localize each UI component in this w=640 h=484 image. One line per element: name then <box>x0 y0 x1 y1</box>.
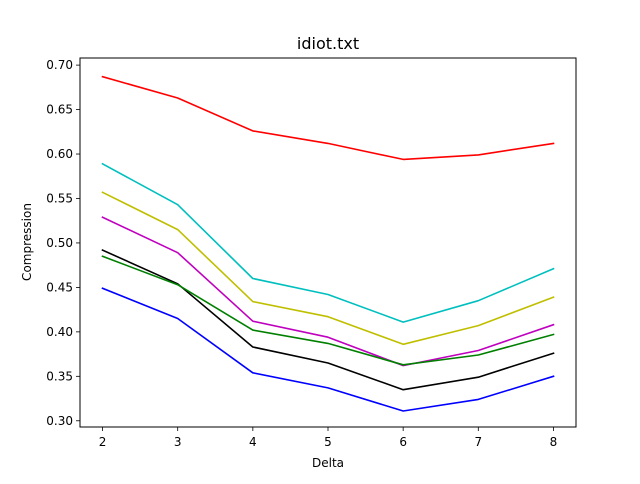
axes-layer: 2 3 4 5 6 7 8 0.30 0.35 0.40 0.45 0.50 0.55 0.60 0.65 0… <box>46 57 577 449</box>
y-axis-label: Compression <box>20 203 34 281</box>
y-tick-label: 0.55 <box>46 191 73 205</box>
y-tick-label: 0.50 <box>46 236 73 250</box>
x-tick-label: 7 <box>474 435 482 449</box>
y-tick-label: 0.70 <box>46 58 73 72</box>
series-line-4 <box>101 216 555 367</box>
x-tick-label: 4 <box>249 435 257 449</box>
chart-title: idiot.txt <box>297 34 359 53</box>
series-line-3 <box>101 191 555 346</box>
series-line-6 <box>101 255 555 366</box>
y-tick-label: 0.60 <box>46 147 73 161</box>
x-tick-label: 3 <box>174 435 182 449</box>
y-tick-label: 0.40 <box>46 325 73 339</box>
y-tick-label: 0.30 <box>46 414 73 428</box>
y-tick-label: 0.45 <box>46 280 73 294</box>
x-tick-label: 6 <box>399 435 407 449</box>
x-axis-label: Delta <box>312 456 344 470</box>
y-tick-label: 0.65 <box>46 103 73 117</box>
series-layer <box>101 75 555 412</box>
series-line-7 <box>101 287 555 412</box>
x-tick-label: 5 <box>324 435 332 449</box>
series-line-2 <box>101 162 555 323</box>
series-line-1 <box>101 75 555 161</box>
series-line-5 <box>101 249 555 391</box>
x-tick-label: 2 <box>99 435 107 449</box>
y-tick-label: 0.35 <box>46 369 73 383</box>
x-tick-label: 8 <box>550 435 558 449</box>
